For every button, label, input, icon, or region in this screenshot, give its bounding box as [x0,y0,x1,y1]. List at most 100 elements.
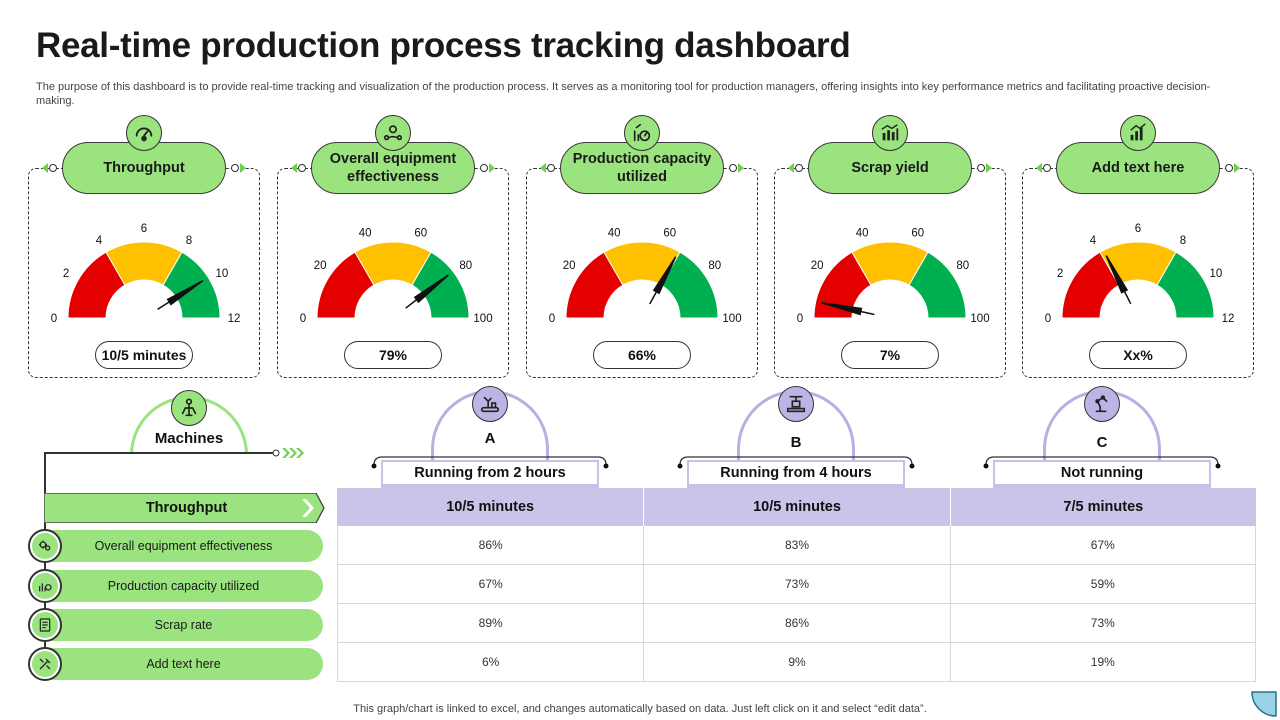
gauge: 0 2 4 6 8 10 12 [1045,223,1235,325]
gauge-tick-label: 6 [141,223,147,235]
kpi-value: Xx% [1089,341,1187,369]
gauge-tick-label: 10 [1210,268,1223,280]
page-description: The purpose of this dashboard is to prov… [36,81,1211,107]
gauge-segment-green [660,251,719,319]
gauge-tick-label: 80 [459,260,472,272]
gauge-tick-label: 40 [608,227,621,239]
kpi-value: 7% [841,341,939,369]
metric-icon-badge [28,647,62,681]
gauge-tick-label: 80 [708,260,721,272]
machine-status: Not running [993,460,1211,488]
kpi-value: 10/5 minutes [95,341,193,369]
machine-icon-badge [778,386,814,422]
gauge-tick-label: 40 [359,227,372,239]
table-cell: 59% [949,565,1256,603]
gauge-needle-tail [649,291,658,305]
gauge-needle-tail [860,310,875,316]
gauge-needle [1105,255,1129,294]
kpi-value: 79% [344,341,442,369]
table-cell: 89% [337,604,643,642]
machine-bracket [677,456,915,469]
metric-label: Scrap rate [44,609,323,641]
gauge: 0 2 4 6 8 10 12 [51,223,241,325]
gauge-needle [821,301,863,316]
kpi-icon-badge [624,115,660,151]
gauge-tick-label: 40 [856,227,869,239]
machine-icon-badge [472,386,508,422]
kpi-connector [42,163,246,173]
gauge-tick-label: 6 [1135,223,1141,235]
gauge-needle-tail [157,301,170,311]
gauge-tick-label: 0 [1045,313,1051,325]
table-row: 67% 73% 59% [337,565,1256,604]
metric-label: Overall equipment effectiveness [44,530,323,562]
gauge-segment-green [411,251,470,319]
table-row: 89% 86% 73% [337,604,1256,643]
gauge-segment-green [1156,251,1215,319]
gauge-tick-label: 12 [1222,313,1235,325]
table-cell: 67% [337,565,643,603]
machine-letter: C [1096,434,1108,451]
gauge-segment-green [908,251,967,319]
metric-icon-badge [28,529,62,563]
gauge-tick-label: 60 [414,227,427,239]
gauge-tick-label: 100 [970,313,989,325]
table-row: 6% 9% 19% [337,643,1256,682]
capacity-chart-icon [633,123,651,142]
kpi-connector [788,163,992,173]
gauge-tick-label: 80 [956,260,969,272]
gears-icon [39,540,51,551]
gauge-tick-label: 4 [96,235,103,247]
gauge-tick-label: 0 [549,313,555,325]
table-cell: 86% [337,526,643,564]
metric-label: Add text here [44,648,323,680]
table-cell: 9% [643,643,949,681]
gauge-tick-label: 20 [811,260,824,272]
kpi-icon-badge [375,115,411,151]
metric-icon-badge [28,569,62,603]
document-icon [39,618,51,632]
gauge-tick-label: 20 [563,260,576,272]
metrics-table: 10/5 minutes 10/5 minutes 7/5 minutes 86… [337,488,1256,682]
gauge-tick-label: 0 [300,313,306,325]
corner-decoration [1251,691,1277,717]
robot-arm-icon [171,390,207,426]
kpi-title: Overall equipment effectiveness [311,142,475,194]
machine-status: Running from 2 hours [381,460,599,488]
speedometer-icon [135,127,153,142]
gauge-needle-tail [1123,290,1132,305]
kpi-connector [291,163,495,173]
footnote: This graph/chart is linked to excel, and… [353,703,927,715]
kpi-value: 66% [593,341,691,369]
kpi-connector [1036,163,1240,173]
kpi-icon-badge [126,115,162,151]
machine-letter: A [484,430,496,447]
kpi-icon-badge [1120,115,1156,151]
gauge-needle [652,256,677,295]
gauge-tick-label: 100 [473,313,492,325]
robotic-arm-icon [1095,395,1108,413]
gauge-tick-label: 20 [314,260,327,272]
gauge-tick-label: 8 [1180,235,1186,247]
table-cell: 6% [337,643,643,681]
table-cell: 67% [949,526,1256,564]
factory-machine-icon [786,395,806,413]
gauge-tick-label: 12 [228,313,241,325]
gauge-tick-label: 2 [1057,268,1063,280]
gauge-tick-label: 60 [911,227,924,239]
gauge-tick-label: 0 [51,313,57,325]
gauge-tick-label: 4 [1090,235,1097,247]
gauge-tick-label: 2 [63,268,69,280]
gauge-tick-label: 60 [663,227,676,239]
gauge-needle-tail [405,299,418,309]
table-cell: 73% [643,565,949,603]
table-cell: 73% [949,604,1256,642]
worker-gear-icon [383,125,403,141]
table-cell: 83% [643,526,949,564]
conveyor-robot-icon [480,396,500,413]
capacity-icon [39,583,52,592]
gauge: 0 20 40 60 80 100 [549,227,742,325]
tools-icon [39,658,51,670]
growth-chart-icon [1130,123,1146,141]
machines-label: Machines [154,430,224,447]
